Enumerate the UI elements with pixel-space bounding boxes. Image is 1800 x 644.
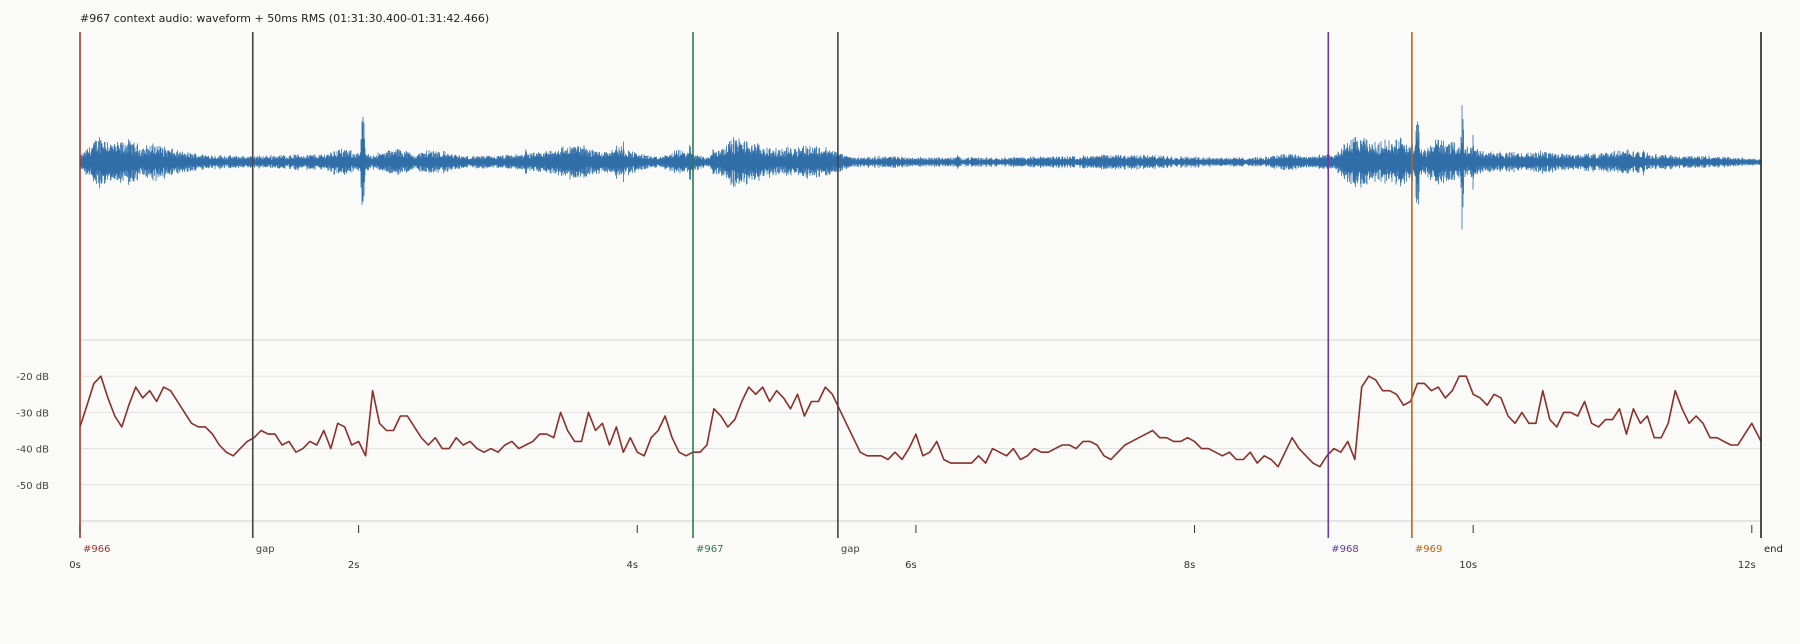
x-tick-label: 12s xyxy=(1738,560,1756,571)
rms-ytick-label: -20 dB xyxy=(16,372,49,383)
segment-markers: #966 gap #967 gap #968 #969 end xyxy=(79,32,1783,555)
segment-marker-label: gap xyxy=(256,544,275,555)
x-tick-label: 6s xyxy=(905,560,917,571)
segment-marker-label: #968 xyxy=(1331,544,1358,555)
segment-marker-label: #969 xyxy=(1415,544,1442,555)
segment-marker-label: #967 xyxy=(696,544,723,555)
segment-marker-label: #966 xyxy=(83,544,110,555)
rms-layer xyxy=(79,375,1762,468)
segment-marker-label: end xyxy=(1764,544,1783,555)
rms-ytick-label: -40 dB xyxy=(16,445,49,456)
waveform-trace xyxy=(79,105,1762,230)
rms-ytick-label: -30 dB xyxy=(16,408,49,419)
waveform-layer xyxy=(79,105,1762,230)
rms-series-line xyxy=(79,375,1762,468)
x-tick-label: 0s xyxy=(69,560,81,571)
x-tick-label: 4s xyxy=(626,560,638,571)
segment-marker-label: gap xyxy=(841,544,860,555)
rms-ytick-label: -50 dB xyxy=(16,481,49,492)
rms-grid: -20 dB -30 dB -40 dB -50 dB xyxy=(16,339,1761,522)
time-axis: 0s 2s 4s 6s 8s 10s 12s xyxy=(69,525,1756,571)
chart-title: #967 context audio: waveform + 50ms RMS … xyxy=(80,12,489,25)
x-tick-label: 2s xyxy=(348,560,360,571)
x-tick-label: 10s xyxy=(1459,560,1477,571)
x-tick-label: 8s xyxy=(1184,560,1196,571)
